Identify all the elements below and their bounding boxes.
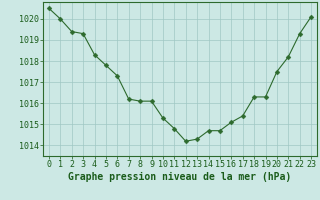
X-axis label: Graphe pression niveau de la mer (hPa): Graphe pression niveau de la mer (hPa) [68,172,292,182]
